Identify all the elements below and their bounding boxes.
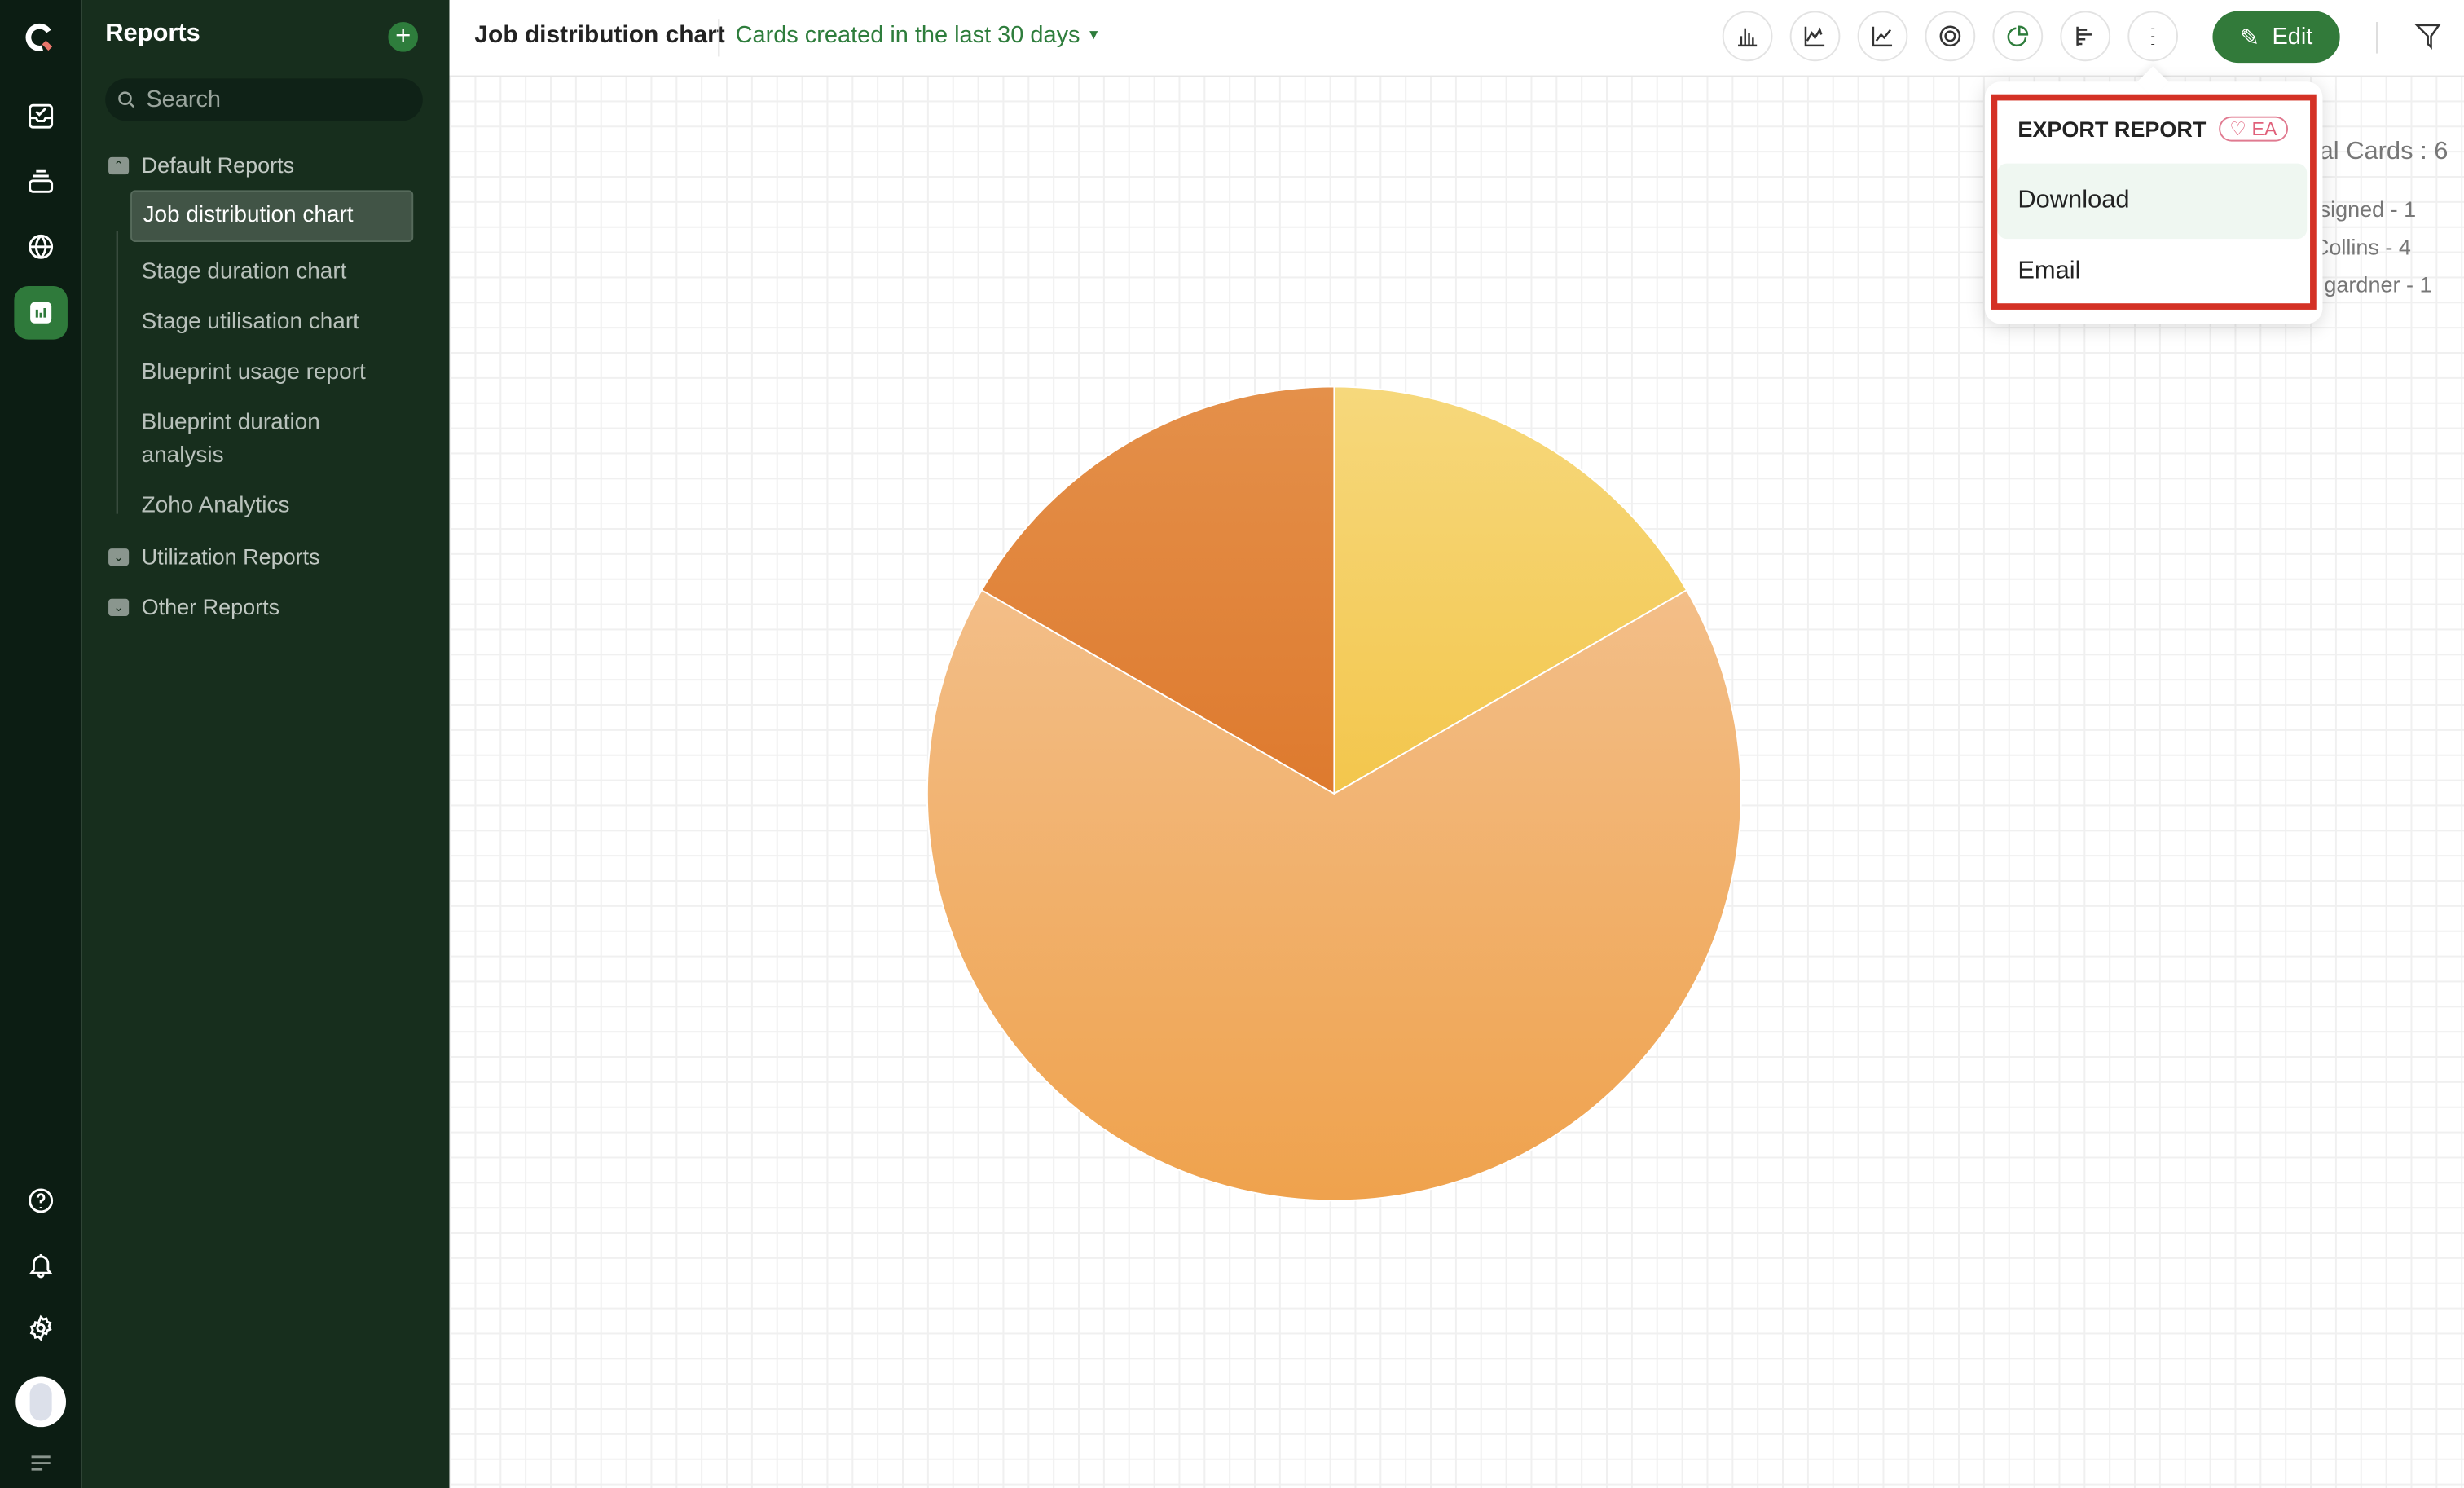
chart-canvas: al Cards : 6 signed - 1 Collins - 4 gard… <box>449 0 2464 1488</box>
legend-entry: gardner - 1 <box>2324 271 2432 297</box>
line-chart-button[interactable] <box>1789 11 1841 62</box>
folder-label: Default Reports <box>141 152 295 178</box>
date-filter-dropdown[interactable]: Cards created in the last 30 days ▼ <box>736 22 1101 49</box>
settings-icon[interactable] <box>17 1305 64 1352</box>
tree-line <box>116 231 118 514</box>
inbox-check-icon[interactable] <box>17 93 64 140</box>
legend-total: al Cards : 6 <box>2319 138 2449 165</box>
report-item-blueprint-usage[interactable]: Blueprint usage report <box>141 359 366 385</box>
email-option[interactable]: Email <box>2017 258 2081 285</box>
divider <box>718 19 720 57</box>
donut-chart-icon <box>1939 25 1961 47</box>
scatter-chart-icon <box>1872 26 1893 47</box>
report-item-job-distribution[interactable]: Job distribution chart <box>130 190 414 243</box>
horizontal-bar-icon <box>2076 26 2092 46</box>
help-icon[interactable] <box>17 1178 64 1225</box>
scatter-chart-button[interactable] <box>1857 11 1908 62</box>
folder-utilization-reports[interactable]: ⌄ Utilization Reports <box>108 544 320 569</box>
sidebar-title: Reports <box>105 20 200 47</box>
legend-entry: signed - 1 <box>2319 196 2417 222</box>
stack-icon[interactable] <box>17 159 64 206</box>
folder-label: Utilization Reports <box>141 544 320 570</box>
ea-badge-label: EA <box>2251 117 2277 140</box>
more-vertical-icon <box>2151 28 2155 45</box>
folder-default-reports[interactable]: ⌃ Default Reports <box>108 152 294 178</box>
reports-nav-icon[interactable] <box>14 286 68 340</box>
report-item-zoho-analytics[interactable]: Zoho Analytics <box>141 493 290 519</box>
pie-chart-icon <box>2007 25 2029 47</box>
reports-sidebar: Reports + Search ⌃ Default Reports Job di… <box>81 0 450 1488</box>
bulb-icon: ♡ <box>2229 117 2247 140</box>
export-menu: Download Email EXPORT REPORT ♡ EA <box>1984 66 2323 324</box>
folder-icon: ⌃ <box>108 156 130 174</box>
pie-chart <box>926 385 1742 1202</box>
export-menu-title: EXPORT REPORT <box>2017 116 2207 142</box>
globe-icon[interactable] <box>17 223 64 271</box>
line-chart-icon <box>1804 26 1825 47</box>
folder-label: Other Reports <box>141 594 280 619</box>
highlight-box <box>1991 94 2317 310</box>
more-options-button[interactable] <box>2127 11 2179 62</box>
bell-icon[interactable] <box>17 1242 64 1289</box>
add-report-button[interactable]: + <box>388 21 419 52</box>
user-avatar[interactable] <box>15 1376 67 1428</box>
report-item-stage-duration[interactable]: Stage duration chart <box>141 259 347 285</box>
app-logo-icon[interactable] <box>17 14 64 61</box>
edit-label: Edit <box>2272 23 2313 51</box>
caret-down-icon: ▼ <box>1086 26 1101 43</box>
folder-icon: ⌄ <box>108 548 130 566</box>
menu-collapse-icon[interactable] <box>17 1440 64 1487</box>
report-title: Job distribution chart <box>474 22 725 49</box>
search-icon <box>118 91 134 108</box>
report-item-stage-utilisation[interactable]: Stage utilisation chart <box>141 309 359 335</box>
filter-icon[interactable] <box>2413 22 2442 51</box>
pie-chart-button[interactable] <box>1992 11 2044 62</box>
horizontal-bar-button[interactable] <box>2060 11 2111 62</box>
pie-slice-0[interactable] <box>1333 385 1688 795</box>
search-input[interactable]: Search <box>105 78 423 121</box>
download-option[interactable]: Download <box>1997 163 2308 240</box>
pencil-icon: ✎ <box>2239 24 2260 51</box>
bar-chart-button[interactable] <box>1722 11 1773 62</box>
bar-chart-icon <box>1738 28 1758 47</box>
divider <box>2376 22 2378 54</box>
app-rail <box>0 0 82 1488</box>
edit-button[interactable]: ✎ Edit <box>2212 11 2340 64</box>
pie-slice-2[interactable] <box>980 385 1335 795</box>
export-menu-header: EXPORT REPORT ♡ EA <box>2017 116 2288 142</box>
legend-entry: Collins - 4 <box>2312 234 2411 260</box>
report-item-blueprint-duration[interactable]: Blueprint duration analysis <box>141 410 320 469</box>
donut-chart-button[interactable] <box>1925 11 1976 62</box>
date-filter-label: Cards created in the last 30 days <box>735 22 1080 49</box>
folder-icon: ⌄ <box>108 597 130 616</box>
search-placeholder: Search <box>146 86 222 113</box>
folder-other-reports[interactable]: ⌄ Other Reports <box>108 594 279 619</box>
ea-badge: ♡ EA <box>2218 116 2288 142</box>
pie-slice-1[interactable] <box>926 588 1742 1202</box>
